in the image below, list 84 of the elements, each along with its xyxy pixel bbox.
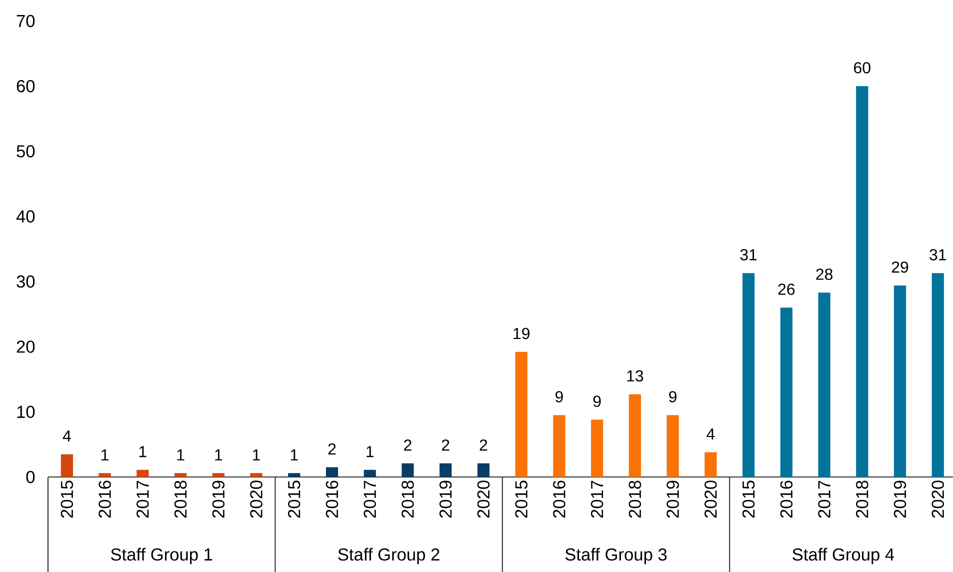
bar: [98, 473, 111, 478]
x-tick-label: 2016: [98, 480, 111, 518]
y-tick-label: 0: [26, 470, 35, 484]
x-tick-label: 2020: [932, 480, 944, 518]
data-label: 2: [442, 439, 450, 451]
y-tick-label: 70: [16, 14, 35, 28]
data-label: 9: [556, 391, 563, 402]
bar: [477, 463, 490, 478]
x-tick-label: 2015: [742, 480, 755, 518]
data-label: 1: [139, 446, 146, 458]
x-tick-label: 2015: [60, 480, 74, 518]
bar: [364, 470, 376, 478]
x-tick-label: 2017: [136, 480, 149, 518]
data-label: 31: [740, 249, 757, 260]
x-tick-label: 2019: [894, 480, 906, 518]
data-label: 2: [328, 443, 336, 455]
x-tick-label: 2016: [780, 480, 793, 518]
x-tick-label: 2020: [250, 480, 262, 518]
bar: [402, 463, 414, 478]
x-tick-label: 2015: [515, 480, 528, 518]
data-label: 1: [290, 449, 298, 460]
x-tick-label: 2017: [818, 480, 830, 518]
bar: [250, 473, 262, 478]
x-tick-label: 2016: [553, 480, 566, 518]
y-tick-label: 60: [16, 80, 35, 92]
bar: [553, 415, 566, 478]
data-label: 4: [706, 428, 715, 440]
x-tick-label: 2020: [477, 480, 490, 518]
y-tick-label: 40: [16, 210, 35, 223]
text: Staff Group 4: [792, 548, 894, 564]
bar: [818, 292, 830, 478]
data-label: 31: [930, 249, 946, 260]
bar: [440, 463, 452, 478]
bar: [932, 273, 944, 478]
y-tick-label: 20: [16, 340, 35, 353]
bar: [780, 308, 792, 478]
data-label: 1: [177, 449, 184, 460]
text: Staff Group 2: [338, 548, 440, 564]
bar: [704, 452, 717, 478]
bar: [212, 473, 224, 478]
bar: [628, 394, 641, 478]
bar: [515, 352, 528, 478]
data-label: 9: [593, 396, 601, 407]
bar: [742, 273, 755, 478]
data-label: 1: [215, 449, 222, 460]
data-label: 1: [253, 449, 260, 460]
bar: [856, 86, 868, 478]
data-label: 1: [366, 446, 374, 458]
x-tick-label: 2020: [704, 480, 717, 518]
bar: [288, 473, 300, 478]
data-label: 19: [514, 328, 530, 340]
y-tick-label: 10: [17, 406, 35, 418]
bar: [894, 285, 906, 478]
x-tick-label: 2018: [856, 480, 868, 518]
bar: [136, 470, 149, 478]
x-tick-label: 2017: [590, 480, 604, 518]
data-label: 28: [816, 268, 832, 280]
text: Staff Group 1: [111, 548, 212, 564]
x-tick-label: 2018: [628, 480, 642, 518]
x-tick-label: 2018: [174, 480, 187, 518]
bar: [60, 454, 73, 478]
x-tick-label: 2019: [439, 480, 452, 518]
data-label: 2: [404, 439, 412, 451]
x-tick-label: 2016: [326, 480, 338, 518]
y-tick-label: 50: [16, 145, 35, 158]
data-label: 9: [669, 391, 676, 402]
x-tick-label: 2019: [212, 480, 225, 518]
y-tick-label: 30: [16, 275, 35, 288]
data-label: 4: [62, 430, 71, 442]
bar: [326, 467, 338, 478]
x-tick-label: 2015: [288, 480, 300, 518]
data-label: 60: [854, 62, 870, 74]
bar: [591, 420, 604, 478]
bar: [666, 415, 679, 478]
x-tick-label: 2018: [402, 480, 414, 518]
data-label: 13: [627, 370, 644, 382]
data-label: 26: [778, 284, 795, 295]
bar: [174, 473, 187, 478]
data-label: 1: [102, 449, 108, 460]
data-label: 2: [480, 439, 488, 451]
x-tick-label: 2019: [666, 480, 679, 518]
x-tick-label: 2017: [364, 480, 376, 518]
text: Staff Group 3: [565, 548, 667, 564]
data-label: 29: [892, 261, 908, 273]
